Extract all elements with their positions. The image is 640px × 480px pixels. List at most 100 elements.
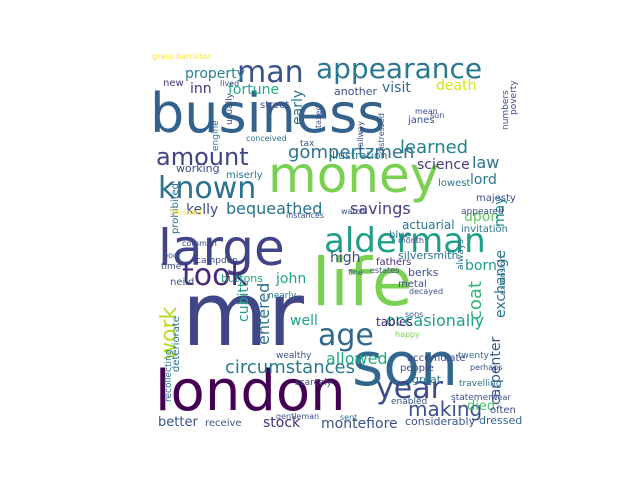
cloud-word: buttons — [221, 272, 263, 285]
cloud-word: nearly — [268, 291, 297, 301]
cloud-word: illustration — [329, 149, 388, 162]
cloud-word: fathers — [376, 257, 411, 268]
cloud-word: enabled — [391, 397, 427, 407]
cloud-word: property — [185, 66, 245, 82]
cloud-word: mr — [182, 263, 305, 366]
cloud-word: berks — [408, 266, 439, 279]
cloud-word: people — [400, 363, 434, 374]
cloud-word: grass barrister — [152, 52, 211, 61]
cloud-word: business — [150, 82, 385, 145]
cloud-word: prohibited — [170, 183, 181, 234]
cloud-word: taxed — [314, 105, 323, 128]
cloud-word: accumulate — [407, 353, 466, 364]
cloud-word: recollecting — [164, 350, 174, 402]
cloud-word: took — [182, 258, 248, 293]
cloud-word: gentleman — [276, 412, 319, 421]
cloud-word: london — [155, 359, 346, 424]
cloud-word: man — [237, 55, 304, 90]
cloud-word: early — [290, 90, 306, 125]
cloud-word: may — [492, 196, 508, 227]
cloud-word: large — [158, 219, 285, 277]
cloud-word: work — [157, 307, 182, 360]
cloud-word: conceived — [246, 134, 287, 143]
cloud-word: railway — [356, 121, 365, 150]
cloud-word: life — [312, 244, 413, 321]
cloud-word: month — [398, 236, 424, 245]
cloud-word: neild — [170, 277, 194, 288]
cloud-word: born — [465, 258, 497, 274]
cloud-word: coat — [465, 281, 486, 320]
cloud-word: scarcely — [295, 378, 333, 388]
cloud-word: occasionally — [386, 311, 484, 330]
cloud-word: better — [158, 415, 198, 430]
cloud-word: travelling — [459, 379, 502, 389]
cloud-word: watch — [341, 207, 365, 216]
cloud-word: year — [376, 371, 444, 406]
cloud-word: perhaps — [470, 363, 502, 372]
cloud-word: decayed — [409, 287, 443, 296]
cloud-word: john — [275, 271, 306, 287]
cloud-word: always — [456, 239, 466, 270]
cloud-word: tax — [300, 139, 315, 149]
cloud-word: common — [182, 239, 217, 248]
cloud-word: numbers — [501, 90, 511, 130]
cloud-word: tables — [376, 315, 413, 329]
cloud-word: wear — [491, 393, 511, 402]
cloud-word: poor — [163, 251, 182, 260]
cloud-word: upon — [464, 209, 499, 225]
cloud-word: working — [176, 162, 220, 175]
cloud-word: alderman — [324, 221, 486, 261]
cloud-word: montefiore — [321, 416, 398, 432]
cloud-word: known — [158, 171, 256, 206]
cloud-word: fortune — [228, 82, 279, 98]
cloud-word: actuarial — [402, 218, 455, 232]
cloud-canvas — [148, 48, 518, 434]
cloud-word: entered — [254, 283, 273, 345]
cloud-word: lowest — [438, 178, 470, 189]
cloud-word: money — [268, 146, 439, 204]
cloud-word: high — [330, 250, 361, 266]
cloud-word: deteriorate — [171, 316, 182, 372]
cloud-word: great — [412, 373, 442, 386]
cloud-word: carpenter — [488, 336, 504, 405]
cloud-word: receive — [205, 418, 242, 429]
cloud-word: blue — [389, 230, 411, 241]
cloud-word: lived — [220, 79, 239, 88]
cloud-word: another — [334, 85, 377, 98]
cloud-word: estates — [370, 266, 399, 275]
cloud-word: science — [417, 157, 470, 173]
cloud-word: poverty — [509, 80, 519, 115]
cloud-word: appearance — [316, 52, 482, 85]
cloud-word: considerably — [405, 415, 476, 428]
cloud-word: bequeathed — [226, 199, 322, 218]
cloud-word: street — [260, 100, 289, 111]
cloud-word: kelly — [186, 202, 218, 218]
cloud-word: sun — [430, 111, 444, 120]
cloud-word: instances — [286, 211, 324, 220]
cloud-word: twenty — [458, 351, 490, 361]
cloud-word: learned — [400, 137, 468, 158]
cloud-word: statement — [451, 393, 498, 403]
cloud-word: usually — [225, 92, 235, 125]
cloud-word: lord — [470, 172, 497, 188]
cloud-word: sent — [340, 413, 357, 422]
cloud-word: majesty — [476, 193, 516, 204]
cloud-word: wealthy — [276, 351, 312, 361]
cloud-word: well — [290, 313, 318, 329]
cloud-word: campden — [196, 256, 238, 266]
cloud-word: allowed — [326, 349, 388, 368]
cloud-word: visit — [382, 80, 411, 96]
cloud-word: savings — [350, 199, 411, 218]
cloud-word: inn — [190, 81, 212, 97]
cloud-word: sons — [405, 310, 423, 319]
cloud-word: mean — [415, 107, 438, 116]
cloud-word: time — [161, 262, 182, 272]
cloud-word: finished — [170, 208, 202, 217]
cloud-word: new — [163, 78, 184, 89]
cloud-word: cubitt — [236, 281, 252, 322]
cloud-word: stock — [263, 415, 301, 431]
cloud-word: happy — [395, 330, 420, 339]
cloud-word: died — [467, 399, 495, 414]
cloud-word: circumstances — [225, 357, 355, 378]
